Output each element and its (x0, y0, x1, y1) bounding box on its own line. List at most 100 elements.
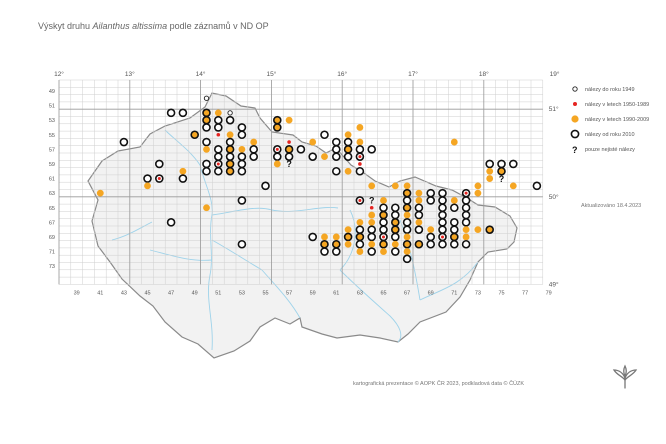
orange-dot (403, 233, 411, 241)
since2010-ring (461, 210, 471, 220)
row-label: 73 (49, 264, 55, 270)
small-ring (227, 110, 233, 116)
row-label: 67 (49, 220, 55, 226)
orange-dot (415, 189, 423, 197)
orange-dot (391, 182, 399, 190)
orange-dot (380, 248, 387, 255)
since2010-ring (155, 159, 164, 169)
since2010-ring (284, 145, 294, 154)
occurrence-ring-o (449, 232, 459, 242)
occurrence-orange (96, 189, 104, 197)
occurrence-ring (202, 123, 211, 132)
occurrence-orange (309, 138, 317, 146)
since2010-ring (202, 137, 211, 147)
occurrence-orange (450, 197, 458, 204)
legend-label: nálezy do roku 1949 (585, 87, 635, 93)
since2010-ring (438, 210, 447, 220)
occurrence-orange (250, 138, 258, 146)
legend-label: pouze nejisté nálezy (585, 147, 635, 153)
occurrence-q: ? (499, 174, 505, 184)
occurrence-orange (462, 233, 470, 241)
occurrence-ring-o (225, 166, 235, 176)
since2010-ring (367, 232, 377, 242)
occurrence-ring (414, 210, 424, 220)
orange-dot (415, 218, 423, 226)
since2010-ring (225, 115, 235, 125)
col-label: 51 (215, 290, 221, 296)
since2010-ring (402, 218, 412, 227)
occurrence-orange (203, 204, 210, 212)
since2010-ring (426, 232, 436, 242)
occurrence-orange (179, 167, 187, 175)
meridian-label: 13° (125, 70, 135, 78)
orange-dot (391, 240, 399, 248)
occurrence-ring (178, 108, 188, 118)
occurrence-orange (427, 226, 435, 234)
occurrence-orange (474, 226, 482, 234)
orange-dot (462, 233, 470, 241)
credit-text: kartografická prezentace © AOPK ČR 2023,… (353, 381, 525, 387)
orange-dot (144, 182, 151, 190)
occurrence-ring (449, 218, 459, 227)
orange-dot (356, 138, 364, 146)
since2010-ring (355, 166, 365, 176)
occurrence-ring (379, 203, 388, 213)
occurrence-orange (344, 240, 352, 248)
since2010-ring (497, 159, 506, 169)
occurrence-orange (356, 138, 364, 146)
since2010-ring (178, 174, 188, 183)
occurrence-red (287, 140, 291, 144)
col-label: 63 (357, 290, 363, 296)
occurrence-ring-o (402, 188, 412, 198)
title-suffix: podle záznamů v ND OP (169, 21, 269, 31)
since2010-ring (331, 152, 341, 161)
since2010-ring (402, 196, 412, 205)
occurrence-orange (214, 109, 222, 117)
since2010-ring (402, 254, 412, 264)
occurrence-ring (331, 145, 341, 154)
occurrence-ring (355, 166, 365, 176)
since2010-ring (237, 159, 247, 169)
since2010-ring (166, 108, 176, 118)
orange-dot (368, 211, 376, 219)
orange-dot (486, 167, 494, 175)
occurrence-ring (438, 225, 447, 234)
occurrence-ring (426, 239, 436, 249)
orange-dot (368, 218, 376, 226)
occurrence-ring (225, 115, 235, 125)
occurrence-ring (261, 181, 270, 191)
occurrence-orange (403, 182, 411, 190)
since2010-ring (249, 152, 258, 161)
small-ring (203, 95, 210, 101)
since2010-ring (390, 203, 400, 213)
title-prefix: Výskyt druhu (38, 21, 91, 31)
occurrence-ring-o (485, 225, 495, 234)
since2010-ring (343, 145, 353, 154)
since2010-ring (320, 130, 329, 140)
occurrence-ring (308, 232, 318, 242)
orange-dot (203, 145, 210, 153)
since2010-ring (438, 196, 447, 205)
since2010-ring (331, 239, 341, 249)
occurrence-orange (332, 233, 340, 241)
since2010-ring (225, 145, 235, 154)
occurrence-q: ? (369, 196, 375, 206)
orange-dot (356, 248, 364, 255)
occurrence-ring (367, 225, 377, 234)
meridian-label: 18° (479, 70, 489, 78)
occurrence-red (216, 132, 221, 137)
since2010-ring (367, 225, 377, 234)
occurrence-ring (237, 123, 247, 132)
updated-date: Aktualizováno 18.4.2023 (581, 203, 642, 209)
since2010-ring (355, 225, 365, 234)
since2010-ring (202, 115, 211, 125)
legend-label: nálezy v letech 1950-1989 (585, 102, 649, 108)
since2010-ring (308, 232, 318, 242)
occurrence-orange (474, 189, 482, 197)
occurrence-orange (415, 218, 423, 226)
occurrence-ring (390, 247, 400, 256)
occurrence-ring (461, 196, 471, 205)
occurrence-ring-o (284, 145, 294, 154)
orange-dot (474, 182, 482, 190)
